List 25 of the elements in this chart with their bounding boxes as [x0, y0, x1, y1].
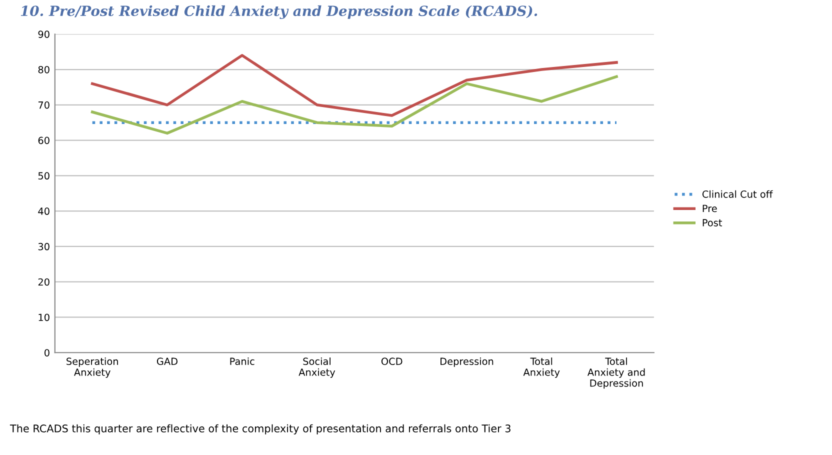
y-tick-label: 40 [38, 208, 50, 215]
legend-label: Pre [702, 204, 717, 212]
text: The RCADS this quarter are reflective of the complexity of presentation and referrals onto Tier 3 [10, 424, 510, 434]
x-tick-label: GAD [156, 358, 178, 366]
x-tick-label: Total Anxiety and Depression [587, 357, 645, 389]
y-tick-label: 30 [38, 242, 50, 250]
legend-label: Post [702, 219, 722, 226]
y-tick-label: 60 [38, 136, 50, 144]
x-tick-label: Social Anxiety [298, 357, 336, 378]
y-tick-label: 80 [38, 66, 50, 74]
line-series [90, 54, 618, 117]
y-tick-label: 0 [44, 349, 50, 356]
y-tick-label: 20 [38, 278, 50, 286]
x-tick-label: Depression [440, 357, 494, 367]
y-tick-label: 90 [38, 30, 50, 38]
x-tick-label: OCD [381, 358, 402, 366]
x-tick-label: Total Anxiety [523, 357, 560, 378]
y-tick-label: 50 [38, 172, 50, 180]
x-tick-label: Panic [230, 357, 254, 366]
line-series [90, 75, 618, 135]
chart-title: 10. Pre/Post Revised Child Anxiety and Depression Scale (RCADS). [20, 5, 538, 20]
x-tick-label: Seperation Anxiety [66, 357, 118, 378]
legend-label: Clinical Cut off [702, 190, 773, 198]
y-tick-label: 70 [38, 101, 50, 109]
y-tick-label: 10 [38, 314, 50, 322]
